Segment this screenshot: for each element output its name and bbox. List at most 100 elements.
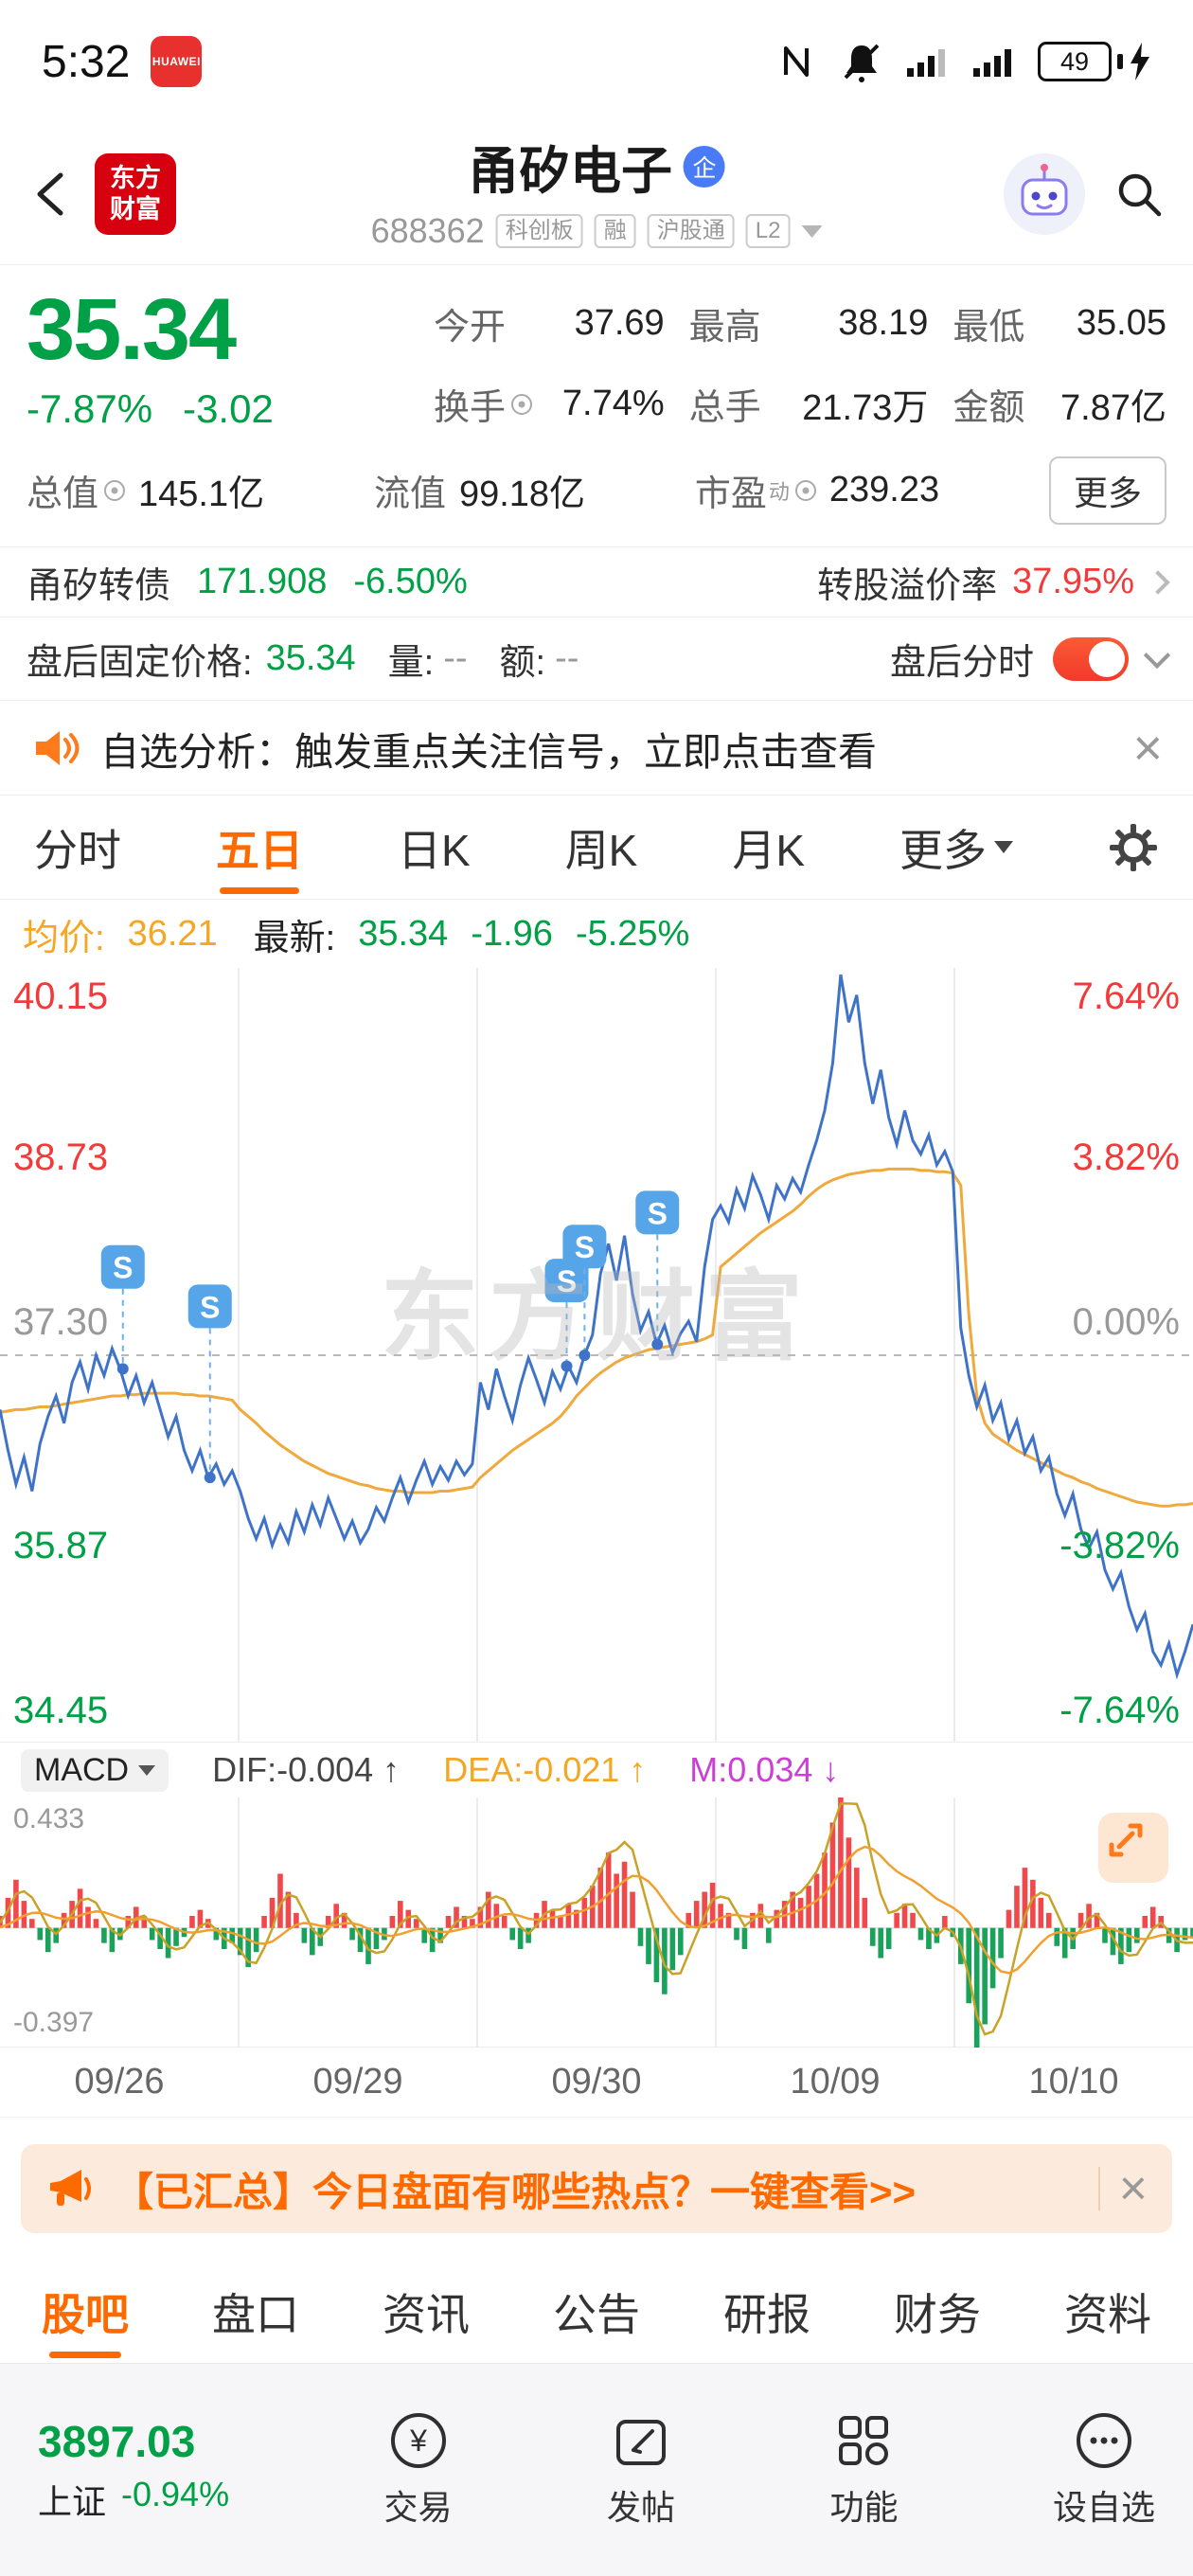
- tab-daily-k[interactable]: 日K: [397, 825, 471, 875]
- battery-level: 49: [1038, 42, 1112, 81]
- macd-dea-value: DEA:-0.021 ↑: [443, 1750, 647, 1789]
- pe-sup: 动: [768, 479, 790, 504]
- after-amt: --: [555, 638, 579, 678]
- bond-row[interactable]: 甬矽转债 171.908 -6.50% 转股溢价率 37.95%: [0, 547, 1193, 617]
- tab-five-day[interactable]: 五日: [216, 794, 303, 902]
- svg-text:¥: ¥: [409, 2424, 427, 2458]
- tab-research[interactable]: 研报: [723, 2289, 810, 2339]
- tab-announcements[interactable]: 公告: [553, 2289, 640, 2339]
- signal-s-marker[interactable]: [635, 1190, 680, 1235]
- promo-banner[interactable]: 【已汇总】今日盘面有哪些热点？一键查看>> ×: [21, 2144, 1172, 2233]
- macd-header: MACD DIF:-0.004 ↑ DEA:-0.021 ↑ M:0.034 ↓: [0, 1743, 1193, 1798]
- after-amt-label: 额:: [499, 643, 546, 683]
- tab-order-book[interactable]: 盘口: [212, 2289, 299, 2339]
- tab-financials[interactable]: 财务: [894, 2289, 981, 2339]
- tag-star-market: 科创板: [495, 214, 583, 248]
- pct-label-neg3.82: -3.82%: [1059, 1525, 1180, 1566]
- settings-gear-icon[interactable]: [1108, 822, 1159, 873]
- tag-sh-connect: 沪股通: [647, 214, 735, 248]
- search-icon[interactable]: [1112, 167, 1166, 222]
- last-price: 35.34: [27, 281, 237, 378]
- pct-label-neg7.64: -7.64%: [1059, 1690, 1180, 1731]
- signal-bars-1-icon: [907, 49, 945, 77]
- macd-panel[interactable]: 0.433 -0.397: [0, 1798, 1193, 2048]
- x-label-0929: 09/29: [312, 2062, 403, 2102]
- chevron-right-icon[interactable]: [1146, 569, 1170, 595]
- tab-forum[interactable]: 股吧: [42, 2258, 129, 2366]
- signal-alert-row[interactable]: 自选分析：触发重点关注信号，立即点击查看 ×: [0, 701, 1193, 796]
- chevron-down-icon[interactable]: [1143, 641, 1171, 669]
- field-low-value: 35.05: [1076, 303, 1166, 343]
- add-watchlist-button[interactable]: 设自选: [1053, 2410, 1155, 2530]
- field-pe-label: 市盈动: [695, 464, 816, 516]
- promo-banner-wrap: 【已汇总】今日盘面有哪些热点？一键查看>> ×: [0, 2118, 1193, 2260]
- after-price: 35.34: [265, 638, 356, 678]
- bottom-action-bar: 3897.03 上证 -0.94% ¥ 交易 发帖 功能 设自选: [0, 2364, 1193, 2576]
- functions-button[interactable]: 功能: [829, 2410, 899, 2530]
- macd-m-value: M:0.034 ↓: [689, 1750, 840, 1789]
- quote-panel: 35.34 -7.87% -3.02 今开 37.69 最高 38.19 最低 35.…: [0, 265, 1193, 547]
- stock-header[interactable]: 甬矽电子 企 688362 科创板 融 沪股通 L2: [371, 129, 823, 251]
- field-turnover-value: 7.74%: [561, 384, 665, 423]
- field-volume: 总手 21.73万: [689, 378, 929, 430]
- tab-news[interactable]: 资讯: [383, 2289, 470, 2339]
- signal-bars-2-icon: [973, 49, 1011, 77]
- back-icon[interactable]: [27, 168, 80, 221]
- fullscreen-expand-button[interactable]: [1098, 1813, 1168, 1883]
- bond-price: 171.908: [197, 562, 328, 601]
- post-label: 发帖: [607, 2488, 676, 2527]
- tab-monthly-k[interactable]: 月K: [732, 825, 805, 875]
- promo-text: 【已汇总】今日盘面有哪些热点？一键查看>>: [114, 2169, 917, 2214]
- eastmoney-logo: 东方 财富: [95, 152, 176, 235]
- bond-name: 甬矽转债: [27, 566, 171, 606]
- index-quote[interactable]: 3897.03 上证 -0.94%: [38, 2416, 229, 2524]
- tag-margin: 融: [594, 214, 636, 248]
- nfc-icon: [784, 46, 809, 77]
- tab-more[interactable]: 更多: [899, 794, 1013, 902]
- x-label-0930: 09/30: [551, 2062, 642, 2102]
- post-button[interactable]: 发帖: [607, 2410, 675, 2530]
- assistant-avatar[interactable]: [1004, 152, 1085, 235]
- dropdown-triangle-icon: [138, 1764, 156, 1776]
- tab-minute[interactable]: 分时: [34, 825, 121, 875]
- mute-bell-icon: [844, 44, 880, 82]
- info-icon[interactable]: [794, 479, 816, 501]
- field-turnover: 换手 7.74%: [434, 378, 665, 430]
- signal-s-marker[interactable]: [187, 1284, 232, 1329]
- pct-label-3.82: 3.82%: [1072, 1136, 1180, 1178]
- trade-button[interactable]: ¥ 交易: [384, 2410, 453, 2530]
- compose-icon: [616, 2420, 667, 2465]
- index-value: 3897.03: [38, 2417, 196, 2466]
- field-open-label: 今开: [434, 308, 507, 348]
- megaphone-icon: [50, 2170, 91, 2206]
- svg-text:S: S: [200, 1290, 220, 1324]
- tab-weekly-k[interactable]: 周K: [564, 825, 638, 875]
- info-icon[interactable]: [511, 393, 533, 415]
- alert-text: 自选分析：触发重点关注信号，立即点击查看: [100, 729, 877, 774]
- field-market-cap-label: 总值: [27, 464, 126, 516]
- premium-label: 转股溢价率: [817, 566, 998, 606]
- x-label-1009: 10/09: [790, 2062, 881, 2102]
- after-hours-toggle[interactable]: [1053, 636, 1129, 681]
- signal-s-marker[interactable]: [562, 1225, 607, 1269]
- alert-close-icon[interactable]: ×: [1132, 719, 1163, 777]
- promo-close-icon[interactable]: ×: [1118, 2161, 1148, 2216]
- y-label-37.30: 37.30: [13, 1301, 109, 1343]
- stock-name: 甬矽电子: [468, 143, 672, 200]
- macd-selector[interactable]: MACD: [21, 1748, 169, 1792]
- expand-caret-icon[interactable]: [801, 224, 823, 238]
- robot-icon: [1004, 152, 1085, 235]
- grid-icon: [839, 2416, 889, 2465]
- field-open-value: 37.69: [574, 303, 665, 343]
- macd-min-label: -0.397: [13, 2007, 95, 2038]
- tag-l2: L2: [745, 214, 791, 248]
- signal-s-marker[interactable]: [544, 1259, 589, 1303]
- signal-s-marker[interactable]: [100, 1244, 145, 1289]
- info-icon[interactable]: [104, 479, 126, 501]
- more-button[interactable]: 更多: [1048, 456, 1166, 525]
- tab-profile[interactable]: 资料: [1064, 2289, 1151, 2339]
- bond-change: -6.50%: [353, 562, 468, 601]
- macd-max-label: 0.433: [13, 1803, 85, 1834]
- add-watchlist-label: 设自选: [1052, 2488, 1155, 2527]
